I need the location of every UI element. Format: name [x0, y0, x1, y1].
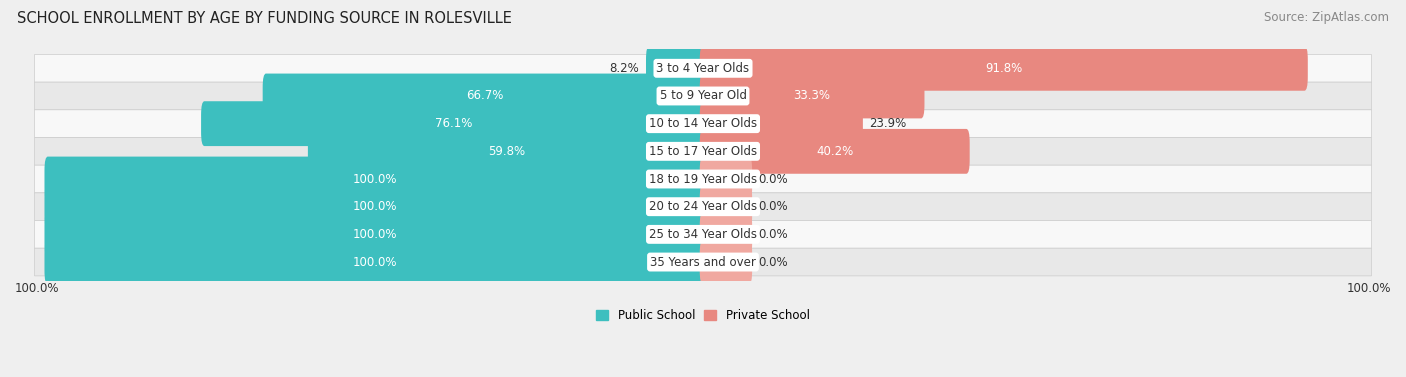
Text: 18 to 19 Year Olds: 18 to 19 Year Olds [650, 173, 756, 185]
Text: 33.3%: 33.3% [793, 89, 831, 103]
Text: 0.0%: 0.0% [759, 200, 789, 213]
Text: 59.8%: 59.8% [488, 145, 526, 158]
FancyBboxPatch shape [35, 248, 1371, 276]
FancyBboxPatch shape [700, 101, 863, 146]
Text: 40.2%: 40.2% [815, 145, 853, 158]
Text: 100.0%: 100.0% [15, 282, 59, 295]
FancyBboxPatch shape [700, 129, 970, 174]
FancyBboxPatch shape [45, 240, 706, 285]
Text: 5 to 9 Year Old: 5 to 9 Year Old [659, 89, 747, 103]
FancyBboxPatch shape [45, 212, 706, 257]
FancyBboxPatch shape [201, 101, 706, 146]
Text: 10 to 14 Year Olds: 10 to 14 Year Olds [650, 117, 756, 130]
Text: 3 to 4 Year Olds: 3 to 4 Year Olds [657, 62, 749, 75]
Text: 0.0%: 0.0% [759, 228, 789, 241]
FancyBboxPatch shape [35, 82, 1371, 110]
Text: 100.0%: 100.0% [353, 256, 398, 268]
FancyBboxPatch shape [700, 156, 752, 201]
Text: 0.0%: 0.0% [759, 256, 789, 268]
Text: 100.0%: 100.0% [1347, 282, 1391, 295]
Text: 0.0%: 0.0% [759, 173, 789, 185]
Text: 66.7%: 66.7% [465, 89, 503, 103]
FancyBboxPatch shape [35, 110, 1371, 138]
FancyBboxPatch shape [35, 165, 1371, 193]
Text: 15 to 17 Year Olds: 15 to 17 Year Olds [650, 145, 756, 158]
Text: 76.1%: 76.1% [434, 117, 472, 130]
Text: 100.0%: 100.0% [353, 228, 398, 241]
FancyBboxPatch shape [35, 193, 1371, 221]
Text: 20 to 24 Year Olds: 20 to 24 Year Olds [650, 200, 756, 213]
Text: 35 Years and over: 35 Years and over [650, 256, 756, 268]
Legend: Public School, Private School: Public School, Private School [592, 304, 814, 326]
FancyBboxPatch shape [700, 74, 925, 118]
FancyBboxPatch shape [700, 240, 752, 285]
Text: 91.8%: 91.8% [986, 62, 1022, 75]
FancyBboxPatch shape [700, 184, 752, 229]
FancyBboxPatch shape [35, 138, 1371, 165]
Text: 100.0%: 100.0% [353, 173, 398, 185]
Text: 23.9%: 23.9% [869, 117, 907, 130]
Text: 8.2%: 8.2% [610, 62, 640, 75]
FancyBboxPatch shape [308, 129, 706, 174]
FancyBboxPatch shape [45, 156, 706, 201]
FancyBboxPatch shape [45, 184, 706, 229]
Text: 25 to 34 Year Olds: 25 to 34 Year Olds [650, 228, 756, 241]
FancyBboxPatch shape [700, 212, 752, 257]
FancyBboxPatch shape [700, 46, 1308, 91]
FancyBboxPatch shape [263, 74, 706, 118]
FancyBboxPatch shape [645, 46, 706, 91]
Text: SCHOOL ENROLLMENT BY AGE BY FUNDING SOURCE IN ROLESVILLE: SCHOOL ENROLLMENT BY AGE BY FUNDING SOUR… [17, 11, 512, 26]
Text: 100.0%: 100.0% [353, 200, 398, 213]
FancyBboxPatch shape [35, 54, 1371, 82]
FancyBboxPatch shape [35, 221, 1371, 248]
Text: Source: ZipAtlas.com: Source: ZipAtlas.com [1264, 11, 1389, 24]
